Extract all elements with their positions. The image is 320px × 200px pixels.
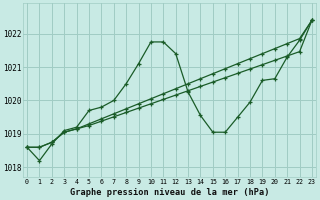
X-axis label: Graphe pression niveau de la mer (hPa): Graphe pression niveau de la mer (hPa) — [70, 188, 269, 197]
